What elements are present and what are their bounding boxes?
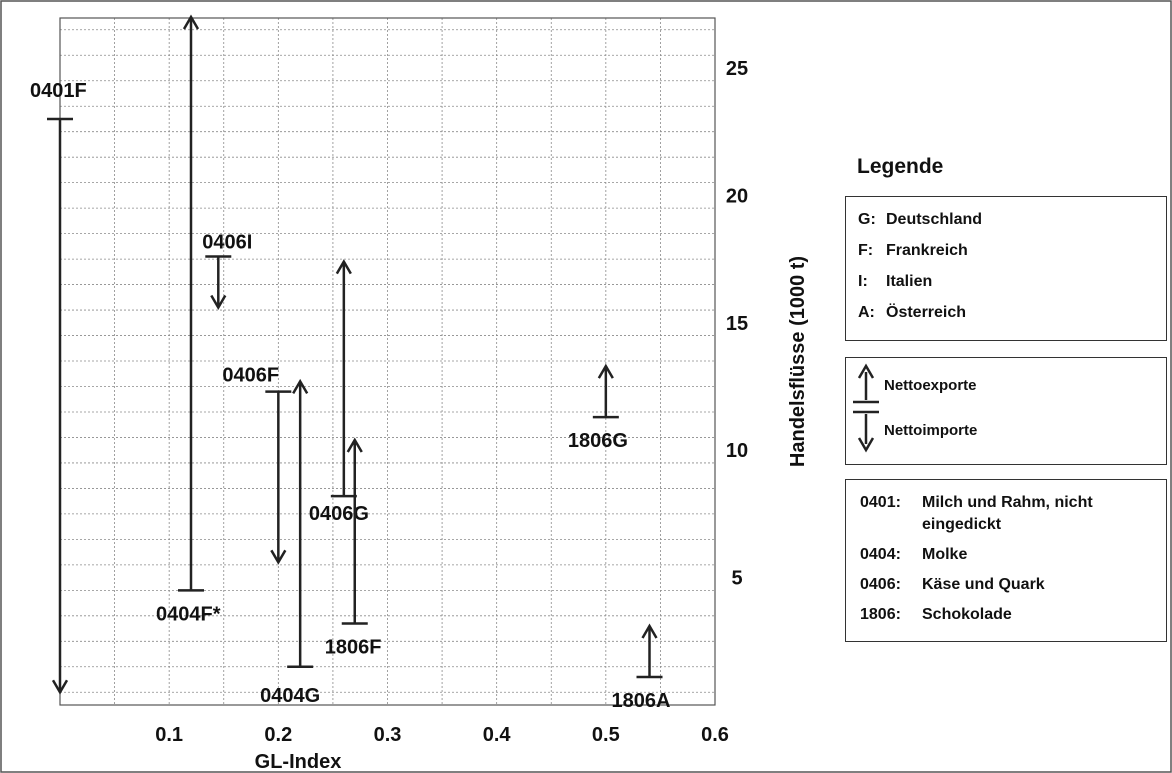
chart-area: 0.1 0.2 0.3 0.4 0.5 0.6 5 10 15 20 25 GL-Index Hande… [30,14,809,773]
product-code: 0406: [860,576,901,593]
arrow-0404g: 0404G [260,378,320,707]
legend-country-row: F: Frankreich [858,242,968,260]
arrow-0406f: 0406F [222,365,292,565]
country-code: G: [858,211,876,228]
arrow-label: 1806G [568,430,628,452]
legend-arrows-box: Nettoexporte Nettoimporte [845,357,1167,465]
product-name: Molke [922,546,968,563]
legend-export-label: Nettoexporte [884,377,977,394]
product-name: Käse und Quark [922,576,1045,593]
legend-title: Legende [857,155,944,178]
arrow-head [335,259,352,275]
arrow-label: 0404F* [156,603,221,625]
arrow-1806a: 1806A [612,623,671,712]
x-tick-label: 0.5 [592,724,620,746]
arrow-1806g: 1806G [568,363,628,452]
y-tick-label: 15 [726,313,748,335]
arrow-head [51,679,69,695]
arrow-0406i: 0406I [202,232,252,310]
x-tick-label: 0.4 [483,724,512,746]
product-code: 1806: [860,606,901,623]
legend-country-row: I: Italien [858,273,932,291]
arrow-label: 0401F [30,80,87,102]
x-axis-label: GL-Index [255,751,342,773]
country-name: Österreich [886,304,967,321]
legend-products-box: 0401: Milch und Rahm, nicht eingedickt 0… [845,479,1167,642]
legend-country-row: G: Deutschland [858,211,982,229]
legend-countries-box: G: Deutschland F: Frankreich I: Italien A: Ö… [845,196,1167,341]
country-code: I: [858,273,868,290]
x-tick-label: 0.2 [264,724,292,746]
arrow-head [597,363,614,379]
product-name: Schokolade [922,606,1012,623]
legend-arrow-symbol [853,363,879,453]
arrow-label: 0404G [260,685,320,707]
arrow-head [292,378,309,395]
product-code: 0404: [860,546,901,563]
x-tick-label: 0.1 [155,724,183,746]
arrow-label: 0406G [309,503,369,525]
arrow-1806f: 1806F [325,437,382,658]
country-name: Deutschland [886,211,983,228]
country-code: A: [858,304,875,321]
y-tick-label: 10 [726,440,748,462]
product-code: 0401: [860,494,901,511]
arrow-head [182,14,200,30]
country-name: Frankreich [886,242,968,259]
arrow-0404fstar: 0404F* [156,14,221,625]
country-code: F: [858,242,874,259]
product-name: Milch und Rahm, nicht eingedickt [922,494,1093,533]
arrow-head [641,623,658,639]
arrow-label: 0406I [202,232,252,254]
y-tick-label: 25 [726,58,748,80]
arrow-head [270,549,287,565]
legend-country-row: A: Österreich [858,304,966,322]
legend-import-label: Nettoimporte [884,422,978,439]
y-axis-label: Handelsflüsse (1000 t) [787,256,809,467]
y-tick-label: 5 [731,568,742,590]
country-name: Italien [886,273,933,290]
arrow-0401f: 0401F [30,80,87,695]
plot-background [60,18,715,705]
arrow-label: 1806A [612,690,671,712]
arrow-head [210,294,227,310]
x-tick-label: 0.3 [374,724,402,746]
arrow-label: 0406F [222,365,279,387]
arrow-label: 1806F [325,636,382,658]
arrow-head [346,437,363,453]
y-tick-label: 20 [726,185,748,207]
x-tick-label: 0.6 [701,724,729,746]
